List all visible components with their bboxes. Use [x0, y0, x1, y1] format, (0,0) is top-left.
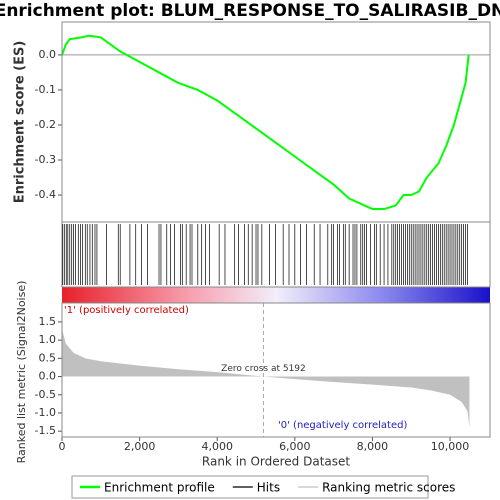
legend-label: Ranking metric scores — [322, 481, 455, 495]
y-tick-label: 0.5 — [39, 351, 57, 364]
y-axis-label: Enrichment score (ES) — [13, 41, 28, 204]
y-tick-label: -0.4 — [35, 188, 56, 201]
x-tick-label: 6,000 — [279, 440, 311, 453]
panel-frame — [61, 302, 491, 438]
annotation: Zero cross at 5192 — [221, 364, 306, 374]
y-tick-label: 1.0 — [39, 333, 57, 346]
x-axis-label: Rank in Ordered Dataset — [202, 455, 350, 469]
y-tick-label: -1.0 — [35, 406, 56, 419]
metric-area — [62, 329, 470, 428]
y-tick-label: -0.3 — [35, 153, 56, 166]
y-tick-label: 0.0 — [39, 370, 57, 383]
y-axis-label: Ranked list metric (Signal2Noise) — [15, 281, 28, 464]
chart-title: Enrichment plot: BLUM_RESPONSE_TO_SALIRA… — [0, 1, 500, 21]
y-tick-label: 1.5 — [39, 315, 57, 328]
legend-label: Enrichment profile — [104, 481, 215, 495]
es-line — [61, 34, 470, 211]
y-tick-label: -0.5 — [35, 388, 56, 401]
y-tick-label: 0.0 — [39, 48, 57, 61]
x-tick-label: 8,000 — [357, 440, 389, 453]
legend-label: Hits — [257, 481, 280, 495]
neg-label: '0' (negatively correlated) — [278, 420, 407, 431]
y-tick-label: -0.1 — [35, 83, 56, 96]
x-tick-label: 10,000 — [431, 440, 470, 453]
y-tick-label: -0.2 — [35, 118, 56, 131]
x-tick-label: 0 — [59, 440, 66, 453]
color-bar — [62, 287, 490, 303]
panel-frame — [61, 221, 491, 288]
x-tick-label: 4,000 — [201, 440, 233, 453]
x-tick-label: 2,000 — [124, 440, 156, 453]
pos-label: '1' (positively correlated) — [64, 305, 189, 316]
y-tick-label: -1.5 — [35, 424, 56, 437]
